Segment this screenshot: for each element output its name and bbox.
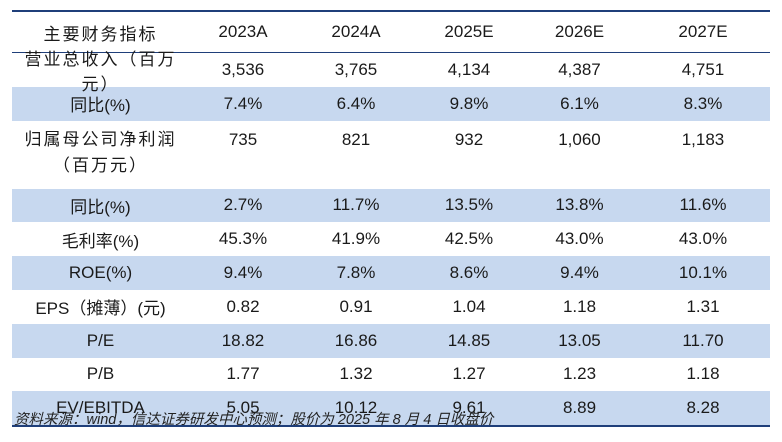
cell-2023a: 2.7%: [223, 195, 263, 215]
row-label: P/B: [86, 364, 115, 384]
cell-2023a: 18.82: [221, 330, 265, 350]
cell-2023a: 9.4%: [223, 263, 263, 283]
cell-2024a: 821: [341, 129, 371, 149]
cell-2024a: 0.91: [339, 296, 373, 316]
table-row-gross-margin: 毛利率(%) 45.3% 41.9% 42.5% 43.0% 43.0%: [12, 222, 770, 256]
table-row-net-profit: 归属母公司净利润 （百万元） 735 821 932 1,060 1,183: [12, 121, 770, 189]
cell-2025e: 9.8%: [449, 93, 489, 113]
cell-2025e: 9.61: [452, 398, 486, 418]
cell-2027e: 1.18: [686, 364, 720, 384]
row-label: 毛利率(%): [61, 231, 140, 251]
cell-2023a: 735: [228, 129, 258, 149]
row-label: ROE(%): [68, 263, 133, 283]
header-2025e: 2025E: [444, 22, 494, 41]
row-label-line-1: 归属母公司净利润: [24, 129, 177, 149]
cell-2026e: 1,060: [558, 129, 601, 149]
cell-2023a: 3,536: [221, 59, 265, 79]
table-row-pe: P/E 18.82 16.86 14.85 13.05 11.70: [12, 323, 770, 358]
cell-2026e: 1.23: [562, 364, 597, 384]
row-label: EV/EBITDA: [56, 398, 145, 418]
row-label: EPS（摊薄）(元): [35, 299, 166, 319]
cell-2026e: 4,387: [558, 59, 601, 79]
cell-2027e: 8.28: [686, 398, 720, 418]
cell-2023a: 45.3%: [218, 229, 268, 249]
row-label-line-2: （百万元）: [53, 155, 148, 175]
header-2024a: 2024A: [331, 22, 381, 41]
cell-2027e: 10.1%: [678, 263, 728, 283]
cell-2026e: 6.1%: [560, 93, 599, 113]
cell-2026e: 9.4%: [560, 263, 599, 283]
table-row-revenue-yoy: 同比(%) 7.4% 6.4% 9.8% 6.1% 8.3%: [12, 86, 770, 121]
table-row-revenue: 营业总收入（百万元） 3,536 3,765 4,134 4,387 4,751: [12, 50, 770, 94]
cell-2026e: 8.89: [562, 398, 597, 418]
table-row-roe: ROE(%) 9.4% 7.8% 8.6% 9.4% 10.1%: [12, 256, 770, 290]
source-note: 资料来源：wind，信达证券研发中心预测；股价为 2025 年 8 月 4 日收…: [14, 412, 494, 428]
cell-2023a: 0.82: [226, 296, 260, 316]
row-label: 营业总收入（百万元）: [24, 49, 177, 94]
table-row-pb: P/B 1.77 1.32 1.27 1.23 1.18: [12, 358, 770, 392]
cell-2026e: 13.8%: [555, 195, 604, 215]
row-label: P/E: [86, 330, 115, 350]
cell-2024a: 3,765: [334, 59, 378, 79]
header-2026e: 2026E: [554, 22, 605, 41]
cell-2024a: 1.32: [339, 364, 373, 384]
cell-2025e: 42.5%: [444, 229, 494, 249]
cell-2024a: 16.86: [334, 330, 378, 350]
table-row-ev-ebitda: EV/EBITDA 5.05 10.12 9.61 8.89 8.28: [12, 391, 770, 426]
row-label: 同比(%): [70, 197, 131, 217]
cell-2025e: 4,134: [447, 59, 491, 79]
row-label: 归属母公司净利润 （百万元）: [12, 121, 189, 179]
cell-2025e: 1.27: [452, 364, 486, 384]
cell-2025e: 8.6%: [449, 263, 489, 283]
header-2027e: 2027E: [678, 22, 728, 41]
cell-2027e: 1,183: [681, 129, 725, 149]
cell-2024a: 41.9%: [331, 229, 381, 249]
table-row-net-profit-yoy: 同比(%) 2.7% 11.7% 13.5% 13.8% 11.6%: [12, 188, 770, 223]
financial-indicators-table: 主要财务指标 2023A 2024A 2025E 2026E 2027E 营业总…: [12, 10, 770, 428]
cell-2025e: 13.5%: [444, 195, 494, 215]
table-row-eps: EPS（摊薄）(元) 0.82 0.91 1.04 1.18 1.31: [12, 290, 770, 324]
cell-2024a: 7.8%: [336, 263, 376, 283]
cell-2027e: 1.31: [686, 296, 720, 316]
cell-2027e: 11.6%: [679, 195, 727, 215]
cell-2025e: 932: [454, 129, 484, 149]
cell-2025e: 14.85: [447, 330, 491, 350]
cell-2023a: 1.77: [226, 364, 260, 384]
cell-2023a: 5.05: [226, 398, 260, 418]
cell-2026e: 43.0%: [555, 229, 604, 249]
header-indicator: 主要财务指标: [43, 24, 158, 44]
table-header-row: 主要财务指标 2023A 2024A 2025E 2026E 2027E: [12, 12, 770, 53]
cell-2027e: 11.70: [682, 330, 724, 350]
header-2023a: 2023A: [218, 22, 268, 41]
cell-2026e: 13.05: [558, 330, 601, 350]
cell-2024a: 10.12: [334, 398, 378, 418]
cell-2025e: 1.04: [452, 296, 486, 316]
cell-2024a: 6.4%: [336, 93, 376, 113]
cell-2027e: 4,751: [681, 59, 725, 79]
cell-2024a: 11.7%: [332, 195, 380, 215]
cell-2027e: 8.3%: [683, 93, 723, 113]
cell-2023a: 7.4%: [223, 93, 263, 113]
row-label: 同比(%): [70, 96, 131, 116]
cell-2027e: 43.0%: [678, 229, 728, 249]
cell-2026e: 1.18: [562, 296, 597, 316]
